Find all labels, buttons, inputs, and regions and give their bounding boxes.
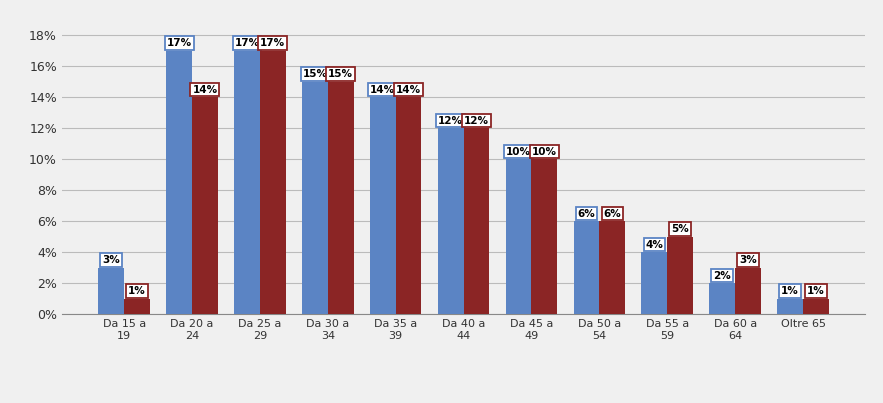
Bar bbox=[464, 128, 489, 314]
Text: 4%: 4% bbox=[645, 239, 663, 249]
Text: 1%: 1% bbox=[781, 286, 799, 296]
Bar bbox=[328, 82, 353, 314]
Text: 6%: 6% bbox=[577, 209, 595, 218]
Text: 15%: 15% bbox=[302, 69, 328, 79]
Text: 14%: 14% bbox=[396, 85, 421, 95]
Text: 17%: 17% bbox=[235, 38, 260, 48]
Bar bbox=[260, 51, 286, 314]
Bar bbox=[803, 299, 829, 314]
Text: 15%: 15% bbox=[328, 69, 353, 79]
Text: 3%: 3% bbox=[739, 255, 757, 265]
Bar bbox=[574, 221, 600, 314]
Bar bbox=[302, 82, 328, 314]
Bar bbox=[506, 159, 532, 314]
Bar bbox=[396, 98, 421, 314]
Bar bbox=[709, 283, 736, 314]
Bar bbox=[370, 98, 396, 314]
Text: 6%: 6% bbox=[603, 209, 621, 218]
Bar bbox=[641, 252, 668, 314]
Bar bbox=[736, 268, 761, 314]
Text: 14%: 14% bbox=[192, 85, 217, 95]
Bar bbox=[532, 159, 557, 314]
Text: 17%: 17% bbox=[260, 38, 285, 48]
Bar bbox=[668, 237, 693, 314]
Bar bbox=[166, 51, 192, 314]
Text: 12%: 12% bbox=[438, 116, 464, 126]
Bar bbox=[600, 221, 625, 314]
Bar bbox=[777, 299, 803, 314]
Text: 17%: 17% bbox=[167, 38, 192, 48]
Bar bbox=[98, 268, 125, 314]
Text: 5%: 5% bbox=[671, 224, 689, 234]
Bar bbox=[438, 128, 464, 314]
Bar bbox=[234, 51, 260, 314]
Text: 2%: 2% bbox=[713, 270, 731, 280]
Text: 1%: 1% bbox=[807, 286, 825, 296]
Text: 3%: 3% bbox=[102, 255, 120, 265]
Text: 10%: 10% bbox=[506, 147, 531, 156]
Text: 1%: 1% bbox=[128, 286, 146, 296]
Text: 12%: 12% bbox=[464, 116, 489, 126]
Text: 10%: 10% bbox=[532, 147, 557, 156]
Bar bbox=[192, 98, 218, 314]
Bar bbox=[125, 299, 150, 314]
Text: 14%: 14% bbox=[370, 85, 396, 95]
